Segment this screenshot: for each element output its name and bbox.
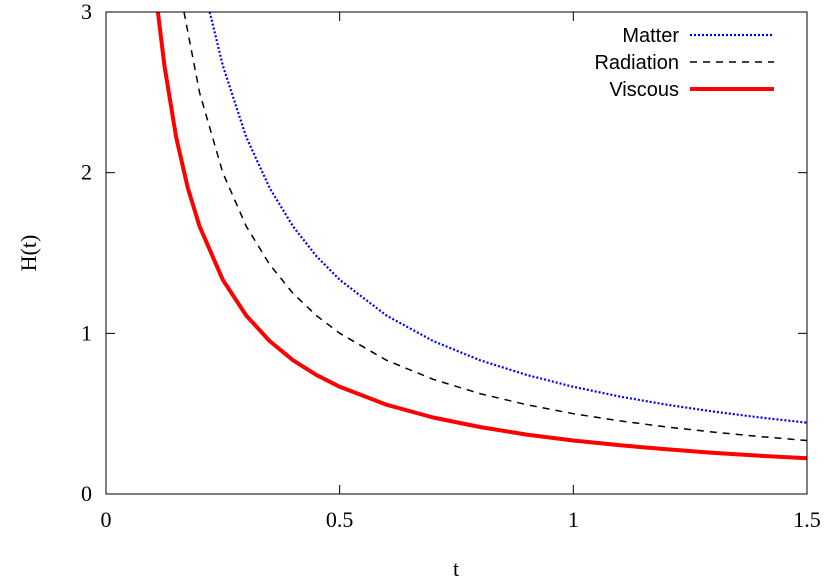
legend-label-matter: Matter: [622, 25, 679, 47]
series-line-radiation: [183, 12, 807, 442]
y-tick-label: 2: [81, 160, 92, 185]
x-tick-label: 0.5: [326, 507, 354, 532]
y-tick-label: 1: [81, 320, 92, 345]
y-axis-ticks: 0 1 2 3: [81, 0, 807, 506]
legend-label-viscous: Viscous: [609, 79, 679, 101]
x-tick-label: 1.5: [793, 507, 821, 532]
x-axis-title: t: [453, 556, 459, 581]
plot-frame: [105, 11, 808, 495]
y-tick-label: 3: [81, 0, 92, 24]
series-line-viscous: [155, 12, 807, 461]
x-tick-label: 0: [101, 507, 112, 532]
series-layer: [155, 12, 807, 461]
x-tick-label: 1: [568, 507, 579, 532]
legend: Matter Radiation Viscous: [594, 25, 774, 101]
legend-label-radiation: Radiation: [594, 52, 679, 74]
x-axis-ticks: 0 0.5 1 1.5: [101, 12, 821, 532]
y-tick-label: 0: [81, 481, 92, 506]
series-line-matter: [208, 12, 807, 424]
y-axis-title: H(t): [16, 235, 41, 272]
